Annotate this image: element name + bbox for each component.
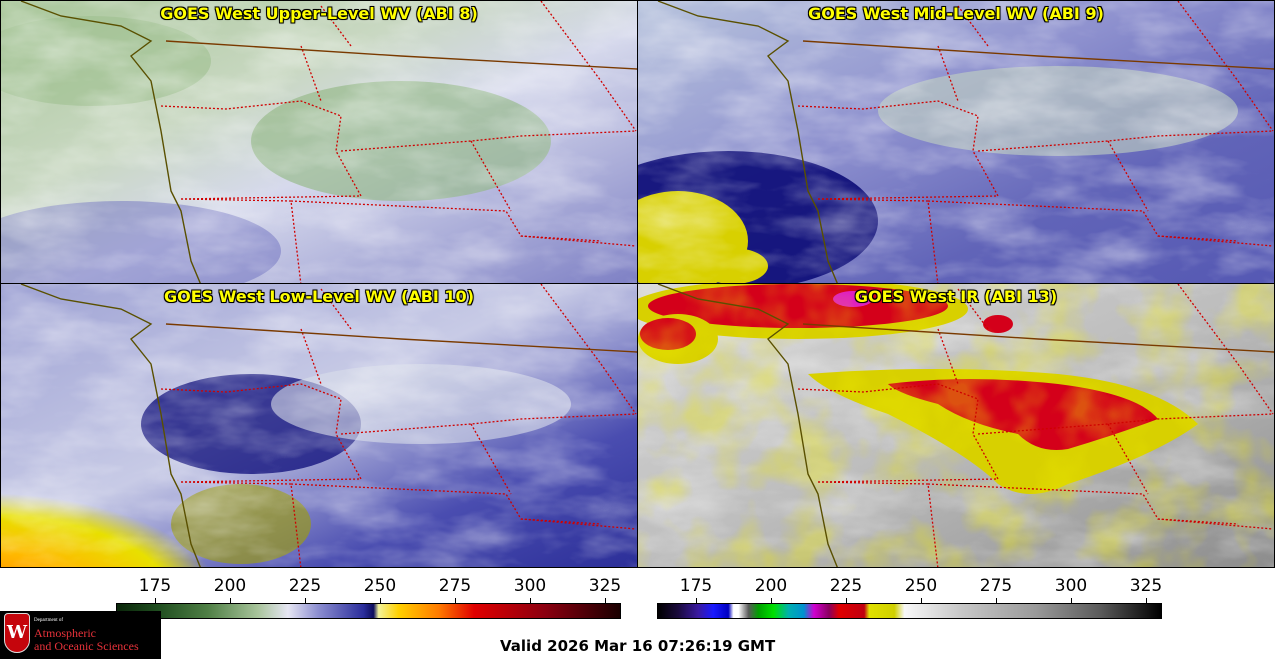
logo-dept-text: Department of	[34, 618, 64, 623]
tick-label: 275	[979, 576, 1013, 596]
tick-label: 225	[829, 576, 863, 596]
tick-mark	[1071, 598, 1072, 603]
tick-mark	[380, 598, 381, 603]
tick-label: 200	[213, 576, 247, 596]
panel-title: GOES West Upper-Level WV (ABI 8)	[160, 4, 478, 23]
tick-label: 250	[363, 576, 397, 596]
tick-mark	[1146, 598, 1147, 603]
tick-mark	[305, 598, 306, 603]
tick-label: 275	[438, 576, 472, 596]
valid-time: Valid 2026 Mar 16 07:26:19 GMT	[500, 637, 776, 655]
tick-label: 225	[288, 576, 322, 596]
wv-colorbar: 175 200 225 250 275 300 325	[116, 576, 621, 622]
tick-mark	[455, 598, 456, 603]
tick-label: 325	[588, 576, 622, 596]
tick-label: 300	[513, 576, 547, 596]
tick-mark	[230, 598, 231, 603]
panel-title: GOES West Low-Level WV (ABI 10)	[163, 287, 474, 306]
aos-logo: W Department of Atmospheric and Oceanic …	[0, 611, 161, 659]
logo-line1: Atmospheric	[34, 626, 96, 640]
mid-level-wv-image	[638, 1, 1274, 283]
tick-mark	[155, 598, 156, 603]
tick-mark	[530, 598, 531, 603]
logo-line2: and Oceanic Sciences	[34, 639, 139, 653]
tick-mark	[605, 598, 606, 603]
upper-level-wv-panel: GOES West Upper-Level WV (ABI 8)	[0, 0, 638, 284]
tick-label: 175	[138, 576, 172, 596]
tick-label: 250	[904, 576, 938, 596]
tick-label: 300	[1054, 576, 1088, 596]
low-level-wv-image	[1, 284, 637, 567]
tick-label: 200	[754, 576, 788, 596]
tick-mark	[996, 598, 997, 603]
tick-mark	[771, 598, 772, 603]
uw-seal-icon: W	[4, 613, 30, 653]
ir-colorbar: 175 200 225 250 275 300 325	[657, 576, 1162, 622]
wv-colorbar-gradient	[116, 603, 621, 619]
ir-colorbar-gradient	[657, 603, 1162, 619]
tick-mark	[921, 598, 922, 603]
tick-label: 325	[1129, 576, 1163, 596]
infrared-panel: GOES West IR (ABI 13)	[637, 283, 1275, 568]
tick-mark	[696, 598, 697, 603]
infrared-image	[638, 284, 1274, 567]
low-level-wv-panel: GOES West Low-Level WV (ABI 10)	[0, 283, 638, 568]
tick-label: 175	[679, 576, 713, 596]
panel-title: GOES West Mid-Level WV (ABI 9)	[808, 4, 1104, 23]
upper-level-wv-image	[1, 1, 637, 283]
panel-title: GOES West IR (ABI 13)	[854, 287, 1058, 306]
mid-level-wv-panel: GOES West Mid-Level WV (ABI 9)	[637, 0, 1275, 284]
tick-mark	[846, 598, 847, 603]
